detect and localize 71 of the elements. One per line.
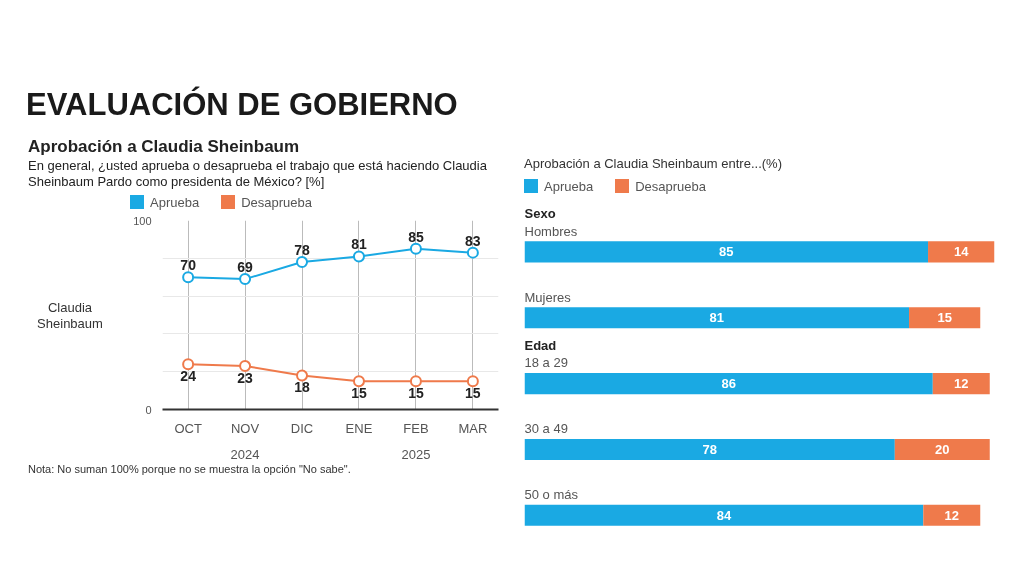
category-label: 18 a 29 <box>524 355 568 371</box>
x-tick-label: NOV <box>230 420 260 436</box>
annotation: Edad <box>524 337 557 353</box>
x-tick-label: ENE <box>345 420 373 436</box>
chart-title: Aprobación a Claudia Sheinbaum entre...(%) <box>524 156 782 173</box>
point <box>296 369 309 382</box>
annotation: Sexo <box>524 205 556 221</box>
x-tick-label: DIC <box>290 420 314 436</box>
bar <box>909 307 981 329</box>
x-tick-label: MAR <box>458 420 488 436</box>
data-label: 85 <box>719 244 734 260</box>
data-label: 12 <box>944 507 960 523</box>
data-label: 15 <box>937 310 952 326</box>
data-label: 81 <box>351 236 367 253</box>
bar <box>524 241 929 263</box>
data-label: 15 <box>465 385 481 402</box>
category-label: 30 a 49 <box>524 421 568 437</box>
data-label: 24 <box>180 368 197 385</box>
data-label: 84 <box>716 507 732 523</box>
point <box>239 360 252 373</box>
data-label: 83 <box>465 232 481 249</box>
data-label: 85 <box>408 228 424 245</box>
data-label: 15 <box>408 385 424 402</box>
point <box>239 273 252 286</box>
bar <box>932 373 990 395</box>
text: Claudia Sheinbaum <box>36 300 104 333</box>
point <box>466 246 479 259</box>
category-label: Mujeres <box>524 289 571 305</box>
point <box>182 271 195 284</box>
bar <box>923 504 981 526</box>
legend-label: Aprueba <box>544 179 594 194</box>
data-label: 86 <box>721 376 736 392</box>
data-label: 81 <box>709 310 725 326</box>
text: 2025 <box>401 446 431 462</box>
data-label: 78 <box>294 242 311 259</box>
bar <box>524 504 924 526</box>
legend-label: Desaprueba <box>635 179 706 194</box>
text: Nota: No suman 100% porque no se muestra la opción "No sabe". <box>28 463 351 477</box>
point <box>409 375 422 388</box>
x-tick-label: FEB <box>403 420 429 436</box>
point <box>296 256 309 269</box>
y-tick-label: 0 <box>145 403 152 416</box>
category-label: 50 o más <box>524 487 578 503</box>
data-label: 14 <box>954 244 970 260</box>
data-label: 18 <box>294 379 311 396</box>
legend-label: Aprueba <box>150 195 200 210</box>
point <box>466 375 479 388</box>
x-tick-label: OCT <box>174 420 202 436</box>
text: 2024 <box>230 446 260 462</box>
category-label: Hombres <box>524 223 578 239</box>
legend-label: Desaprueba <box>241 195 312 210</box>
bar <box>524 307 910 329</box>
text: EVALUACIÓN DE GOBIERNO <box>26 86 458 124</box>
point <box>352 250 365 263</box>
bar <box>524 373 933 395</box>
data-label: 15 <box>351 385 367 402</box>
data-label: 69 <box>237 259 254 276</box>
point <box>409 242 422 255</box>
point <box>352 375 365 388</box>
bar <box>894 438 990 461</box>
point <box>182 358 195 371</box>
chart-subtitle: En general, ¿usted aprueba o desaprueba el trabajo que está haciendo Claudia Sheinbaum Pardo como presidenta de México? [%] <box>28 158 488 191</box>
bar <box>524 438 895 461</box>
chart-title: Aprobación a Claudia Sheinbaum <box>28 136 300 158</box>
data-label: 23 <box>237 370 254 387</box>
data-label: 20 <box>935 441 950 457</box>
data-label: 78 <box>702 441 717 457</box>
y-tick-label: 100 <box>133 214 152 227</box>
data-label: 12 <box>954 376 969 392</box>
bar <box>928 241 995 263</box>
data-label: 70 <box>180 257 197 274</box>
